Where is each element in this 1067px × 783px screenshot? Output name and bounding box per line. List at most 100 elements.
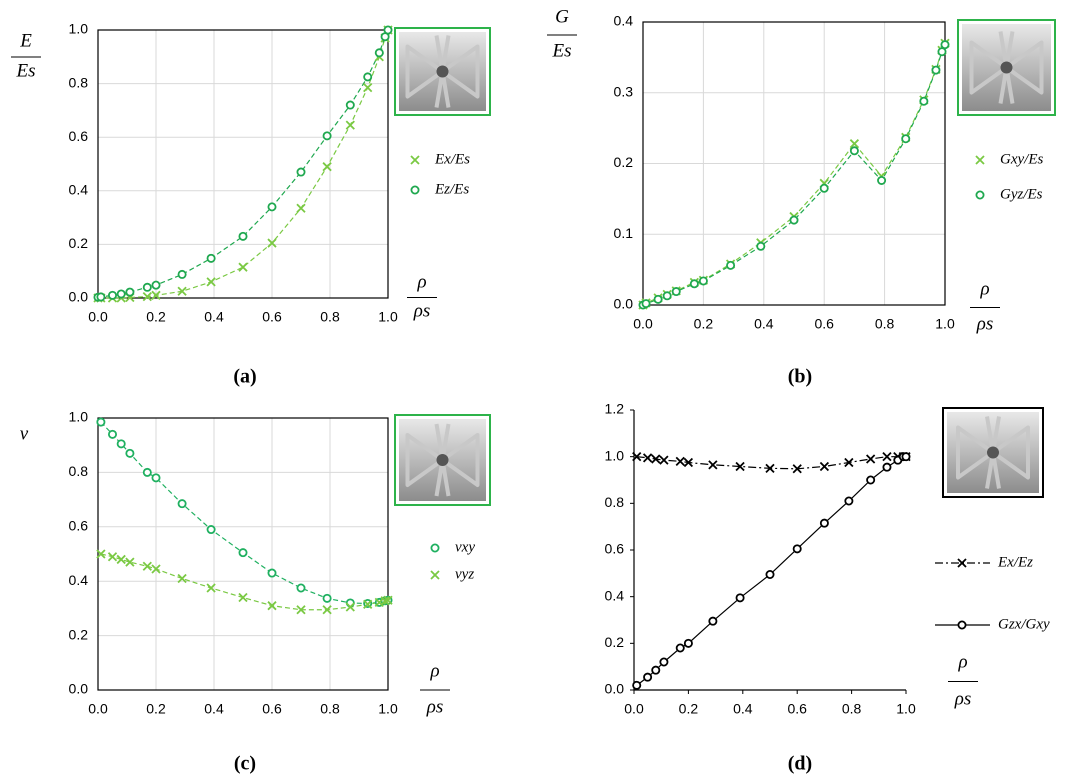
y-tick-label: 1.0 (69, 21, 89, 37)
x-tick-label: 0.0 (88, 309, 108, 325)
y-tick-label: 0.8 (69, 463, 89, 479)
marker-o (902, 453, 909, 460)
marker-o (324, 132, 331, 139)
x-label-denominator: ρs (954, 688, 972, 709)
marker-o (118, 290, 125, 297)
y-tick-label: 0.8 (605, 494, 625, 510)
x-label-numerator: ρ (979, 278, 989, 299)
marker-o (208, 255, 215, 262)
y-tick-label: 0.6 (69, 518, 89, 534)
y-tick-label: 0.6 (605, 541, 625, 557)
marker-o (109, 292, 116, 299)
marker-o (652, 667, 659, 674)
marker-o (118, 440, 125, 447)
y-tick-label: 0.6 (69, 128, 89, 144)
y-tick-label: 0.2 (614, 154, 634, 170)
marker-o (709, 618, 716, 625)
inset-node (1001, 62, 1013, 74)
y-tick-label: 1.0 (69, 409, 89, 425)
y-label: ν (20, 423, 29, 444)
marker-o (644, 674, 651, 681)
y-tick-label: 0.4 (614, 13, 634, 29)
marker-o (126, 450, 133, 457)
marker-x (676, 457, 684, 465)
marker-o (633, 682, 640, 689)
marker-x (820, 462, 828, 470)
axes (634, 410, 906, 690)
x-tick-label: 0.8 (875, 316, 895, 332)
marker-o (727, 262, 734, 269)
marker-o (685, 640, 692, 647)
legend-label: Gyz/Es (1000, 186, 1043, 202)
x-tick-label: 1.0 (378, 701, 398, 717)
marker-x (117, 555, 125, 563)
x-tick-label: 1.0 (896, 701, 916, 717)
marker-o (152, 474, 159, 481)
inset-node (437, 454, 449, 466)
y-tick-label: 1.2 (605, 401, 625, 417)
marker-o (239, 233, 246, 240)
x-tick-label: 0.2 (146, 309, 166, 325)
marker-o (268, 203, 275, 210)
marker-o (677, 644, 684, 651)
marker-o (851, 147, 858, 154)
marker-o (673, 288, 680, 295)
marker-o (736, 594, 743, 601)
marker-o (941, 41, 948, 48)
marker-o (845, 497, 852, 504)
marker-o (757, 243, 764, 250)
marker-o (790, 217, 797, 224)
legend-label: Gzx/Gxy (998, 616, 1050, 632)
x-tick-label: 0.4 (204, 309, 224, 325)
legend-marker (958, 621, 965, 628)
x-tick-label: 0.2 (679, 701, 699, 717)
marker-o (664, 292, 671, 299)
marker-x (126, 558, 134, 566)
legend-label: νyz (455, 566, 474, 582)
marker-o (364, 73, 371, 80)
legend-label: Ex/Ez (997, 554, 1033, 570)
legend-marker (431, 544, 438, 551)
y-label-numerator: G (555, 6, 569, 27)
caption: (d) (788, 753, 812, 775)
fit-line (98, 30, 388, 298)
marker-o (384, 26, 391, 33)
marker-o (239, 549, 246, 556)
x-tick-label: 0.6 (262, 701, 282, 717)
legend-marker (976, 156, 984, 164)
x-tick-label: 0.2 (146, 701, 166, 717)
marker-x (346, 121, 354, 129)
x-tick-label: 0.8 (320, 701, 340, 717)
marker-o (655, 296, 662, 303)
x-tick-label: 1.0 (935, 316, 955, 332)
y-tick-label: 0.0 (69, 289, 89, 305)
x-tick-label: 0.0 (624, 701, 644, 717)
legend-marker (411, 156, 419, 164)
legend-marker (431, 571, 439, 579)
x-tick-label: 0.4 (754, 316, 774, 332)
marker-o (920, 98, 927, 105)
marker-o (144, 284, 151, 291)
marker-x (143, 562, 151, 570)
inset-node (437, 66, 449, 78)
y-tick-label: 0.0 (605, 681, 625, 697)
marker-x (239, 594, 247, 602)
marker-o (700, 277, 707, 284)
y-label-denominator: Es (552, 40, 572, 61)
legend-label: Ez/Es (434, 181, 469, 197)
x-tick-label: 0.6 (787, 701, 807, 717)
x-label-denominator: ρs (426, 696, 444, 717)
x-tick-label: 0.8 (320, 309, 340, 325)
x-label-numerator: ρ (416, 271, 426, 292)
y-tick-label: 0.2 (69, 626, 89, 642)
fit-line (643, 45, 945, 305)
legend-marker (976, 191, 983, 198)
marker-o (297, 584, 304, 591)
marker-o (691, 280, 698, 287)
x-tick-label: 0.6 (262, 309, 282, 325)
fit-line (101, 422, 388, 603)
marker-x (109, 553, 117, 561)
marker-o (902, 135, 909, 142)
marker-o (144, 469, 151, 476)
x-label-denominator: ρs (413, 300, 431, 321)
